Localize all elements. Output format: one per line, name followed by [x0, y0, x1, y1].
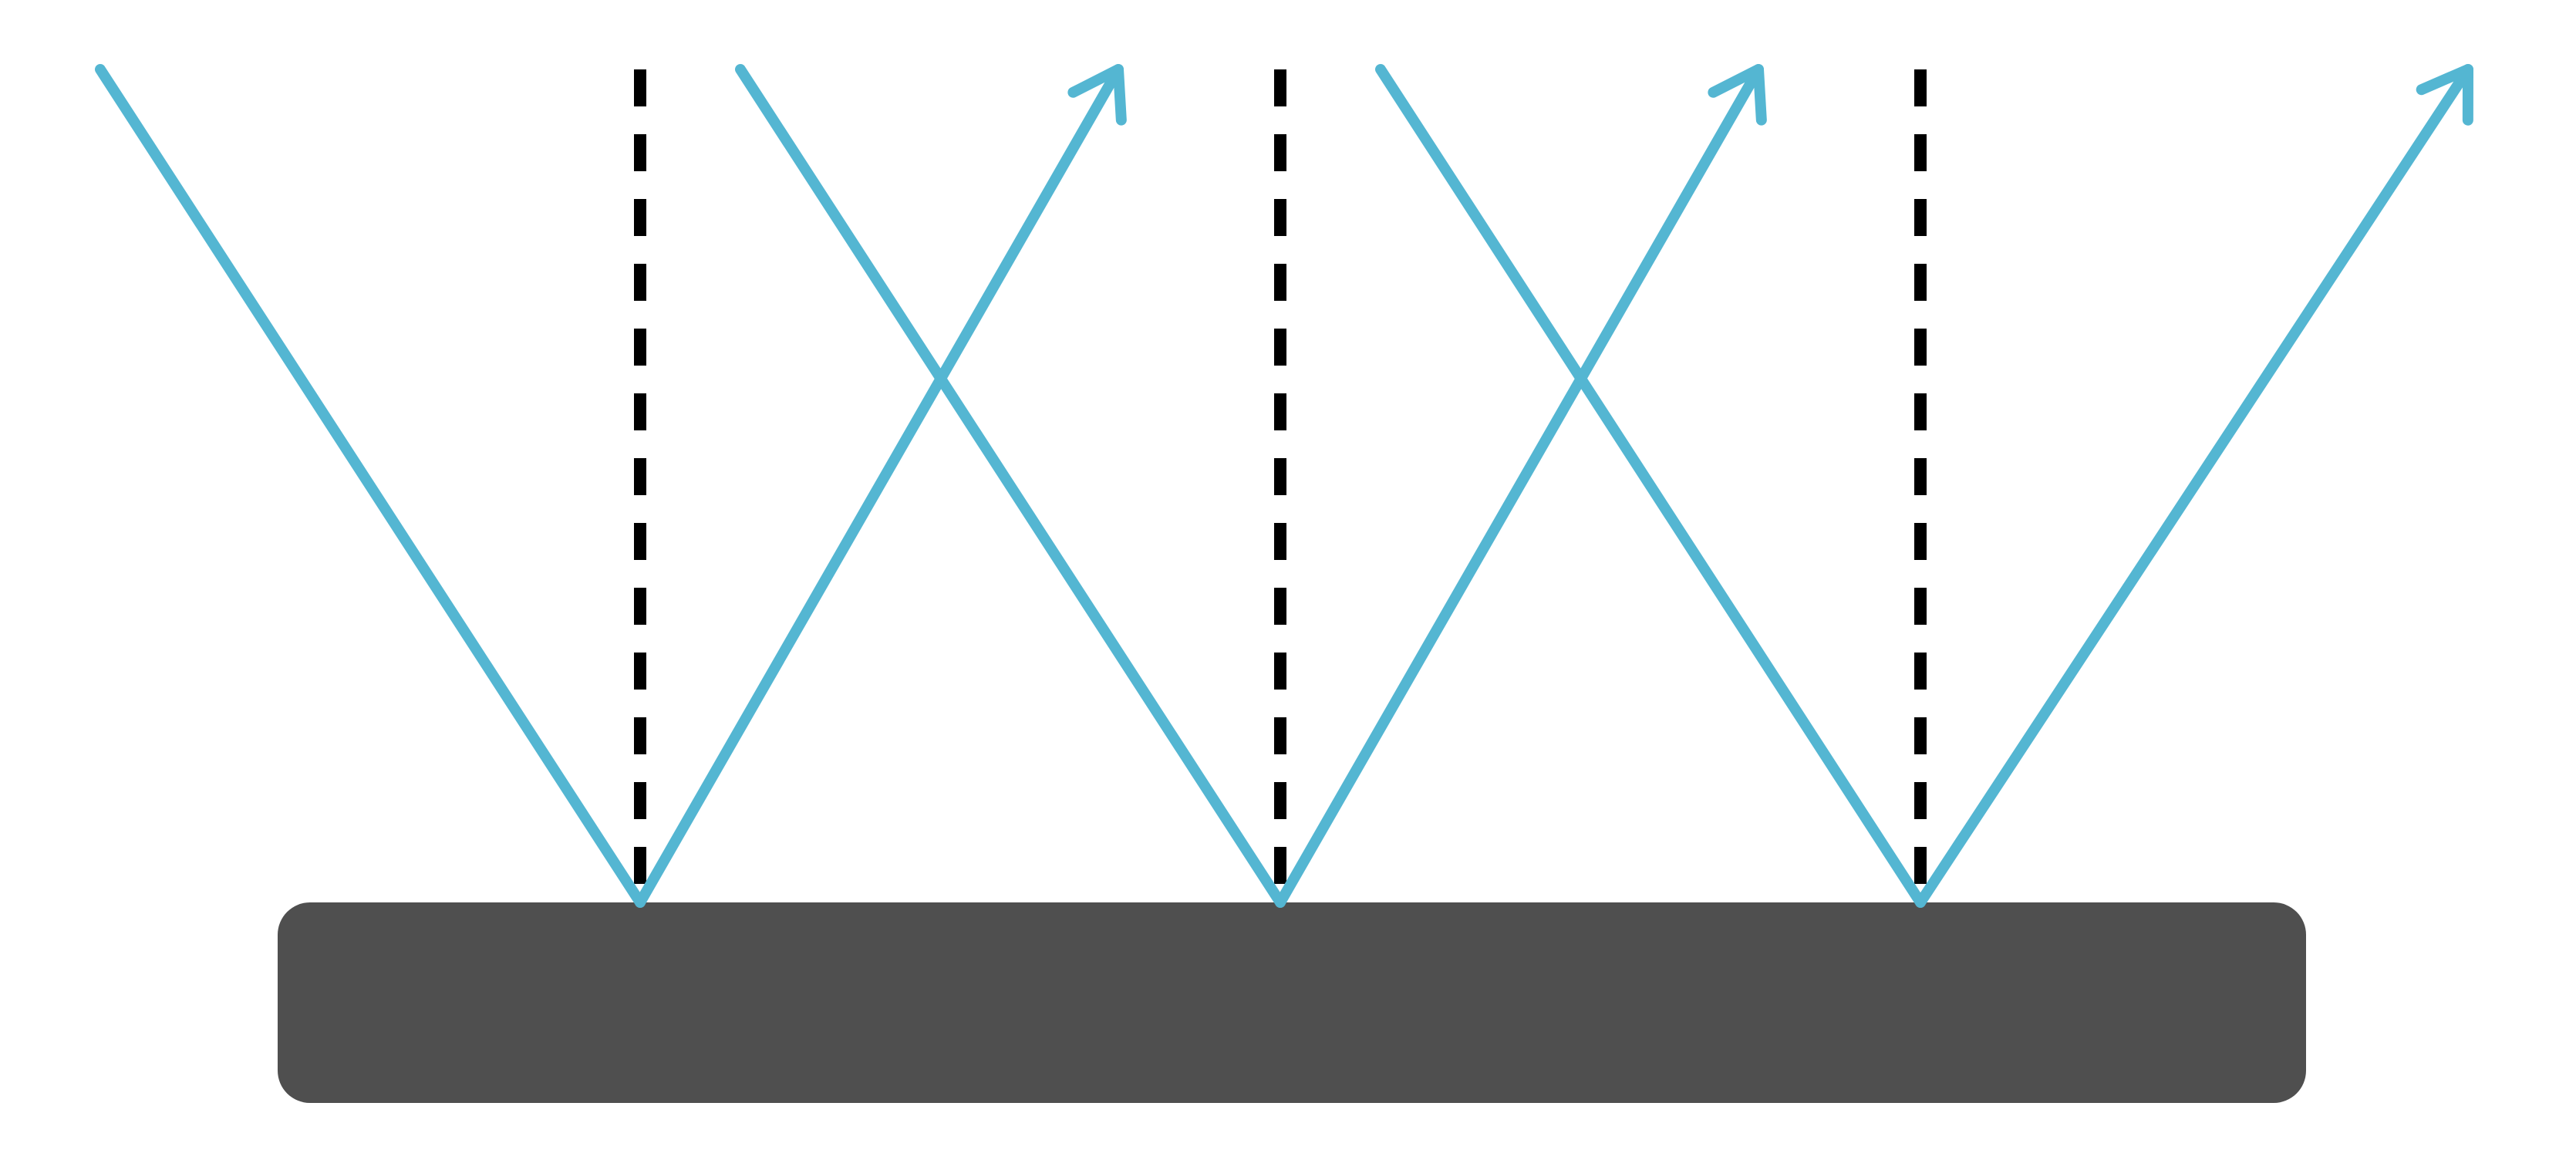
reflecting-surface	[278, 902, 2306, 1103]
reflected-ray-2	[1280, 69, 1758, 902]
incident-ray-2	[740, 69, 1280, 902]
incident-ray-3	[1381, 69, 1920, 902]
incident-ray-1	[100, 69, 640, 902]
reflected-ray-3	[1920, 69, 2468, 902]
reflected-ray-1	[640, 69, 1118, 902]
reflection-diagram	[0, 0, 2576, 1150]
